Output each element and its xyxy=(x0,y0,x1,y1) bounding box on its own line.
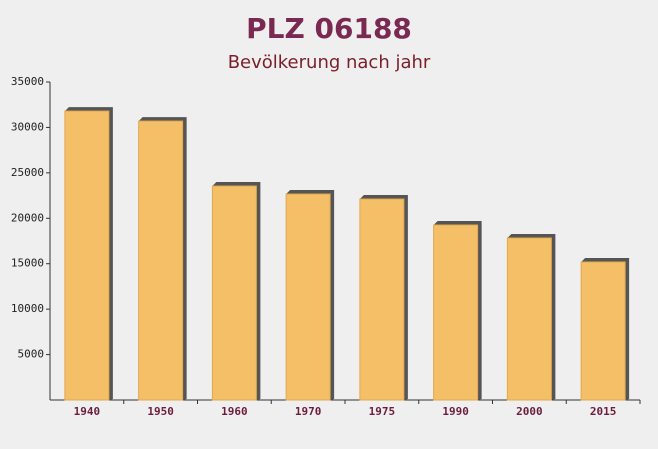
chart-title: PLZ 06188 xyxy=(246,12,412,45)
x-tick-label: 1990 xyxy=(442,405,469,418)
x-tick-label: 1940 xyxy=(74,405,101,418)
bar xyxy=(211,185,257,401)
y-tick-label: 35000 xyxy=(11,75,44,88)
bar xyxy=(433,224,479,401)
bar xyxy=(285,193,331,401)
bar xyxy=(64,110,110,401)
chart-subtitle: Bevölkerung nach jahr xyxy=(228,52,431,73)
bar xyxy=(359,198,405,401)
x-tick-label: 2000 xyxy=(516,405,543,418)
x-tick-label: 1950 xyxy=(147,405,174,418)
x-tick-label: 1970 xyxy=(295,405,322,418)
y-tick-label: 5000 xyxy=(18,348,45,361)
bar xyxy=(506,237,552,401)
x-tick-label: 2015 xyxy=(590,405,617,418)
y-tick-label: 10000 xyxy=(11,302,44,315)
bar xyxy=(138,120,184,401)
y-tick-label: 20000 xyxy=(11,211,44,224)
x-tick-label: 1975 xyxy=(369,405,396,418)
y-tick-label: 25000 xyxy=(11,166,44,179)
y-tick-label: 30000 xyxy=(11,120,44,133)
bar xyxy=(580,261,626,401)
y-tick-label: 15000 xyxy=(11,257,44,270)
x-tick-label: 1960 xyxy=(221,405,248,418)
